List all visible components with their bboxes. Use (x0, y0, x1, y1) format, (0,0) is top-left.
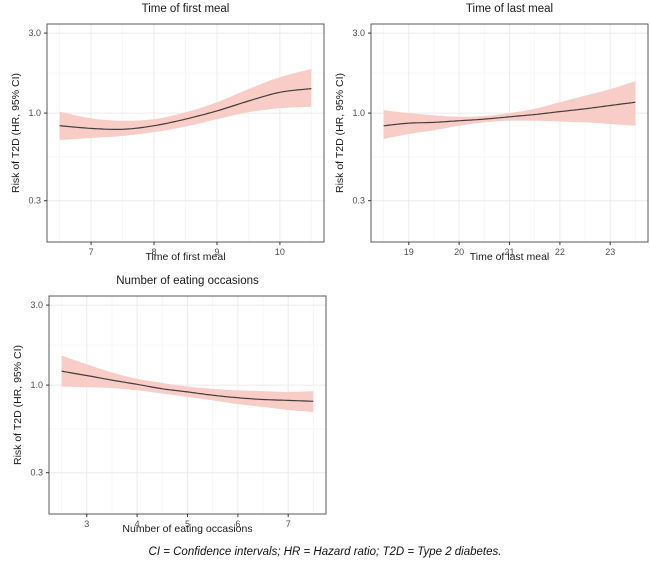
panel-time-of-last-meal: Time of last meal Risk of T2D (HR, 95% C… (324, 0, 650, 272)
panel-number-of-eating-occasions: Number of eating occasions Risk of T2D (… (2, 272, 328, 544)
plot-area: 19 20 21 22 23 0.3 1.0 3.0 (352, 23, 649, 257)
x-axis-title: Time of last meal (469, 251, 550, 263)
svg-text:20: 20 (454, 247, 464, 257)
svg-text:6: 6 (235, 519, 240, 529)
svg-text:3.0: 3.0 (30, 300, 43, 310)
svg-text:5: 5 (185, 519, 190, 529)
plot-area: 7 8 9 10 0.3 1.0 3.0 (28, 23, 325, 257)
svg-text:0.3: 0.3 (352, 196, 365, 206)
svg-text:22: 22 (555, 247, 565, 257)
svg-text:8: 8 (151, 247, 156, 257)
svg-text:19: 19 (404, 247, 414, 257)
chart-title: Time of last meal (465, 3, 554, 15)
svg-text:1.0: 1.0 (28, 108, 41, 118)
chart-title: Number of eating occasions (116, 275, 259, 287)
svg-text:3: 3 (84, 519, 89, 529)
svg-text:0.3: 0.3 (28, 196, 41, 206)
chart-title: Time of first meal (141, 3, 230, 15)
svg-text:4: 4 (135, 519, 140, 529)
svg-text:7: 7 (89, 247, 94, 257)
figure-caption: CI = Confidence intervals; HR = Hazard r… (148, 546, 502, 558)
svg-text:9: 9 (214, 247, 219, 257)
x-axis-title: Time of first meal (145, 251, 226, 263)
x-axis-title: Number of eating occasions (122, 523, 253, 535)
svg-text:0.3: 0.3 (30, 468, 43, 478)
svg-text:1.0: 1.0 (352, 108, 365, 118)
svg-text:10: 10 (275, 247, 285, 257)
panel-time-of-first-meal: Time of first meal Risk of T2D (HR, 95% … (0, 0, 326, 272)
svg-text:3.0: 3.0 (352, 28, 365, 38)
svg-text:3.0: 3.0 (28, 28, 41, 38)
svg-text:23: 23 (605, 247, 615, 257)
svg-text:7: 7 (286, 519, 291, 529)
svg-text:21: 21 (504, 247, 514, 257)
plot-area: 3 4 5 6 7 0.3 1.0 3.0 (30, 295, 327, 529)
svg-text:1.0: 1.0 (30, 380, 43, 390)
